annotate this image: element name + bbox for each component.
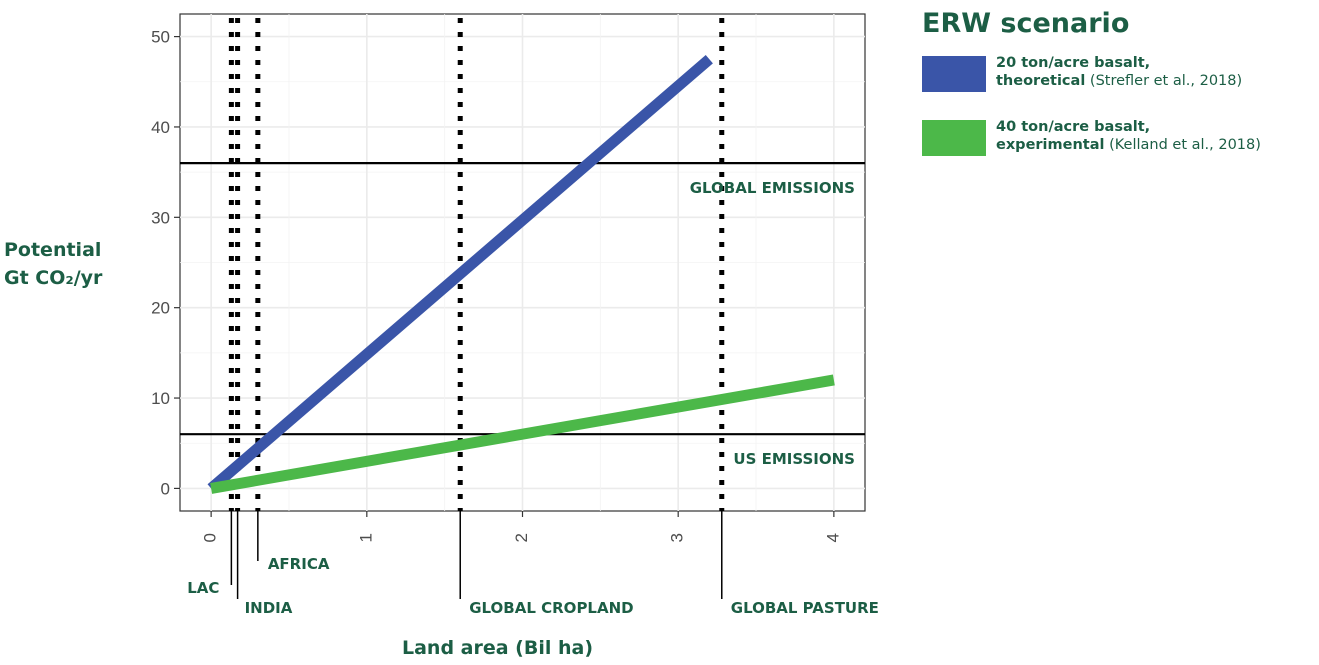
legend-bold-2a: 40 ton/acre basalt, (996, 119, 1151, 135)
legend-text-theoretical: 20 ton/acre basalt, theoretical (Strefle… (996, 54, 1242, 90)
y-tick-label: 20 (151, 299, 170, 318)
x-tick-label: 2 (512, 533, 531, 542)
grid-lines (180, 14, 865, 511)
y-tick-label: 50 (151, 28, 170, 47)
y-tick-label: 30 (151, 208, 170, 227)
y-tick-label: 10 (151, 389, 170, 408)
x-tick-label: 4 (823, 533, 842, 542)
y-tick-label: 0 (161, 479, 170, 498)
legend-title: ERW scenario (922, 8, 1130, 39)
legend-item-theoretical: 20 ton/acre basalt, theoretical (Strefle… (922, 54, 1242, 92)
legend-cite-1: (Strefler et al., 2018) (1085, 73, 1243, 89)
region-reference-lines (228, 18, 725, 599)
x-tick-label: 3 (668, 533, 687, 542)
legend-bold-1b: theoretical (996, 73, 1086, 89)
y-axis-label-line1: Potential (4, 239, 102, 261)
y-tick-label: 40 (151, 118, 170, 137)
vline-label: AFRICA (268, 555, 330, 573)
legend-swatch-experimental (922, 120, 986, 156)
legend-bold-2b: experimental (996, 137, 1105, 153)
vline-label: GLOBAL CROPLAND (469, 599, 633, 617)
hline-label: US EMISSIONS (733, 450, 855, 468)
x-axis-label: Land area (Bil ha) (402, 637, 594, 659)
annotation-labels: LAC INDIA AFRICA GLOBAL CROPLAND GLOBAL PAST… (187, 179, 879, 617)
legend-text-experimental: 40 ton/acre basalt, experimental (Kellan… (996, 118, 1261, 154)
x-tick-label: 0 (201, 533, 220, 542)
y-axis-label: Potential Gt CO₂/yr (4, 236, 124, 292)
vline-label: LAC (187, 579, 219, 597)
legend-swatch-theoretical (922, 56, 986, 92)
y-axis-label-line2: Gt CO₂/yr (4, 267, 103, 289)
series-line (210, 374, 835, 494)
vline-label: GLOBAL PASTURE (731, 599, 879, 617)
hline-label: GLOBAL EMISSIONS (690, 179, 855, 197)
vline-label: INDIA (245, 599, 293, 617)
legend-bold-1a: 20 ton/acre basalt, (996, 55, 1151, 71)
series-group (207, 55, 835, 494)
series-line (207, 55, 713, 493)
axis-ticks: 0 10 20 30 40 50 0 1 2 3 4 (151, 28, 842, 543)
legend-item-experimental: 40 ton/acre basalt, experimental (Kellan… (922, 118, 1261, 156)
x-tick-label: 1 (356, 533, 375, 542)
legend-cite-2: (Kelland et al., 2018) (1104, 137, 1261, 153)
